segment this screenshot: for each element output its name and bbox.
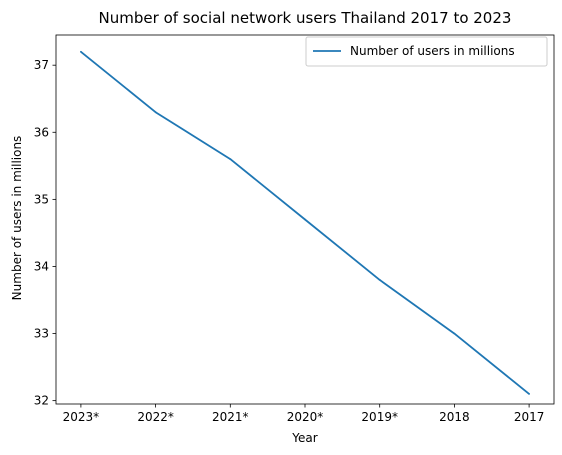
- y-tick-label: 35: [34, 192, 49, 206]
- y-tick-label: 34: [34, 259, 49, 273]
- data-point: [154, 111, 157, 114]
- y-axis: 32 33 34 35 36 37: [34, 58, 56, 408]
- series-group: [80, 50, 530, 395]
- x-axis: 2023* 2022* 2021* 2020* 2019* 2018 2017: [63, 404, 545, 424]
- x-tick-label: 2018: [439, 410, 470, 424]
- legend-box: [305, 36, 548, 67]
- y-tick-label: 37: [34, 58, 49, 72]
- x-tick-label: 2019*: [361, 410, 398, 424]
- data-point: [453, 332, 456, 335]
- series-line: [80, 51, 530, 395]
- y-axis-label: Number of users in millions: [10, 136, 24, 301]
- x-axis-label: Year: [291, 431, 317, 445]
- y-tick-label: 36: [34, 125, 49, 139]
- x-tick-label: 2020*: [287, 410, 324, 424]
- legend-label: Number of users in millions: [350, 44, 515, 58]
- x-tick-label: 2022*: [137, 410, 174, 424]
- x-tick-label: 2017: [514, 410, 545, 424]
- y-tick-label: 32: [34, 394, 49, 408]
- legend: Number of users in millions: [305, 36, 548, 67]
- data-point: [229, 158, 232, 161]
- y-tick-label: 33: [34, 327, 49, 341]
- data-point: [528, 393, 530, 395]
- data-point: [378, 278, 381, 281]
- data-point: [80, 50, 82, 53]
- x-tick-label: 2023*: [63, 410, 100, 424]
- chart-title: Number of social network users Thailand …: [99, 9, 512, 27]
- x-tick-label: 2021*: [212, 410, 249, 424]
- data-point: [304, 218, 306, 221]
